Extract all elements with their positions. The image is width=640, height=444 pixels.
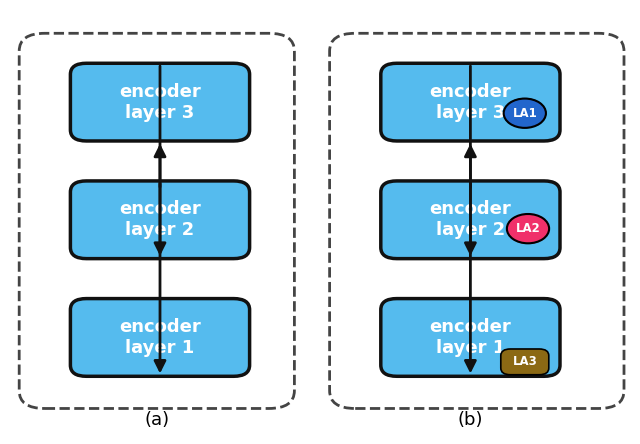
Text: (a): (a)	[144, 411, 170, 428]
FancyBboxPatch shape	[70, 298, 250, 377]
Text: (b): (b)	[458, 411, 483, 428]
Text: encoder
layer 1: encoder layer 1	[119, 318, 201, 357]
Text: encoder
layer 3: encoder layer 3	[429, 83, 511, 122]
FancyBboxPatch shape	[381, 63, 560, 141]
Text: encoder
layer 1: encoder layer 1	[429, 318, 511, 357]
Text: encoder
layer 2: encoder layer 2	[429, 200, 511, 239]
FancyBboxPatch shape	[500, 349, 548, 375]
FancyBboxPatch shape	[381, 298, 560, 377]
Text: LA1: LA1	[513, 107, 537, 120]
Text: LA3: LA3	[513, 355, 537, 369]
Text: LA2: LA2	[516, 222, 540, 235]
Text: encoder
layer 3: encoder layer 3	[119, 83, 201, 122]
FancyBboxPatch shape	[70, 181, 250, 258]
Circle shape	[507, 214, 549, 243]
FancyBboxPatch shape	[381, 181, 560, 258]
Text: encoder
layer 2: encoder layer 2	[119, 200, 201, 239]
FancyBboxPatch shape	[70, 63, 250, 141]
Circle shape	[504, 99, 546, 128]
